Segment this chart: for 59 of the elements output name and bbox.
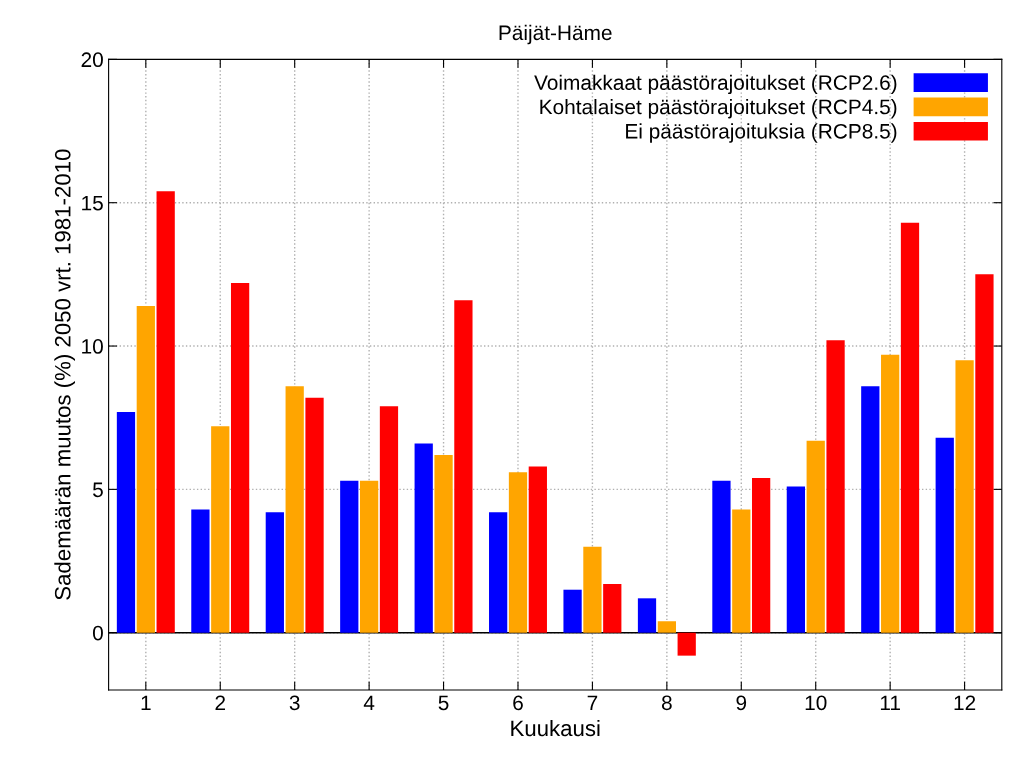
bar xyxy=(116,411,136,633)
bar xyxy=(156,191,175,633)
bar xyxy=(136,305,155,633)
legend-label: Kohtalaiset päästörajoitukset (RCP4.5) xyxy=(540,99,897,119)
bar xyxy=(657,621,676,633)
bar xyxy=(359,480,379,633)
x-tick-label: 1 xyxy=(141,695,151,710)
x-axis-title: Kuukausi xyxy=(511,719,600,737)
bar xyxy=(563,589,582,633)
x-tick-label: 9 xyxy=(736,695,747,711)
bar xyxy=(305,397,324,633)
bar xyxy=(434,454,453,633)
bar xyxy=(732,509,751,633)
bar xyxy=(230,282,250,633)
x-tick-label: 7 xyxy=(587,695,598,710)
x-tick-label: 11 xyxy=(880,695,900,710)
x-tick-label: 12 xyxy=(954,695,976,710)
bar xyxy=(861,386,880,633)
x-tick-label: 4 xyxy=(363,695,375,710)
bar xyxy=(677,632,696,656)
x-tick-label: 8 xyxy=(661,695,672,711)
chart-title: Päijät-Häme xyxy=(499,24,612,45)
x-tick-label: 10 xyxy=(805,695,827,711)
y-tick-label: 20 xyxy=(81,52,103,68)
bar xyxy=(603,583,622,633)
legend-label: Voimakkaat päästörajoitukset (RCP2.6) xyxy=(534,74,897,95)
bar xyxy=(211,426,230,633)
bar xyxy=(489,512,508,633)
bar xyxy=(826,340,845,633)
bar xyxy=(881,354,900,633)
bar xyxy=(285,386,304,633)
bar xyxy=(955,360,974,633)
y-tick-label: 0 xyxy=(92,625,103,641)
bar xyxy=(806,440,825,633)
bar xyxy=(414,443,433,633)
y-axis-title: Sademäärän muutos (%) 2050 vrt. 1981-2010 xyxy=(54,149,76,600)
bar xyxy=(265,512,284,633)
y-tick-label: 15 xyxy=(82,195,103,211)
legend-label: Ei päästörajoituksia (RCP8.5) xyxy=(626,123,897,143)
x-tick-label: 6 xyxy=(513,695,523,711)
bar xyxy=(752,477,771,633)
y-tick-label: 10 xyxy=(82,339,103,354)
bar xyxy=(508,472,528,633)
bar xyxy=(379,406,399,633)
x-tick-label: 2 xyxy=(215,695,225,710)
bar xyxy=(975,274,994,633)
bar xyxy=(786,486,805,633)
y-tick-label: 5 xyxy=(92,482,103,498)
x-tick-label: 3 xyxy=(289,695,300,711)
bar xyxy=(637,598,657,633)
bar xyxy=(454,300,473,633)
bar xyxy=(712,480,731,633)
bar xyxy=(191,509,210,633)
bar xyxy=(935,437,954,633)
bar xyxy=(583,546,602,633)
bar xyxy=(340,480,359,633)
bar xyxy=(900,222,920,633)
bar xyxy=(528,466,547,633)
x-tick-label: 5 xyxy=(438,695,449,711)
